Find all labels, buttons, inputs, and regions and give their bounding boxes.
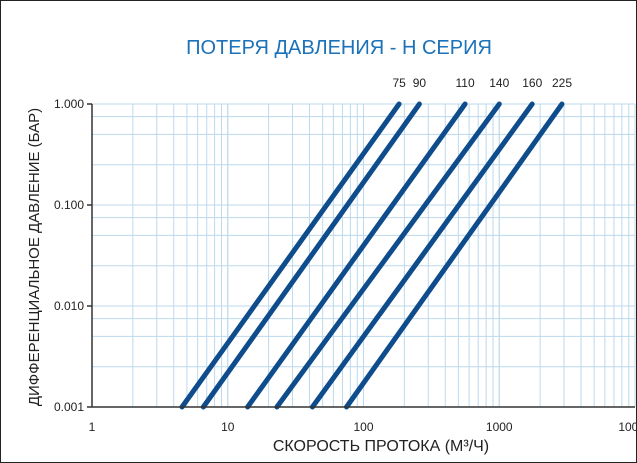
series-label-225: 225 — [552, 76, 572, 90]
x-tick-label: 100 — [353, 420, 373, 434]
y-tick-label: 0.100 — [54, 198, 84, 212]
y-tick-label: 0.010 — [54, 299, 84, 313]
y-axis-label: ДИФФЕРЕНЦИАЛЬНОЕ ДАВЛЕНИЕ (БАР) — [26, 108, 43, 406]
series-line-90 — [200, 101, 422, 410]
x-axis-label: СКОРОСТЬ ПРОТОКА (М³/Ч) — [273, 438, 489, 455]
series-line-140 — [274, 101, 502, 410]
series-line-160 — [309, 101, 535, 410]
y-tick-label: 1.000 — [54, 97, 84, 111]
series-labels: 75 90 110 140 160 225 — [392, 76, 572, 90]
series-label-140: 140 — [489, 76, 509, 90]
series-label-110: 110 — [455, 76, 474, 90]
x-tick-label: 1 — [89, 420, 96, 434]
series-label-160: 160 — [522, 76, 542, 90]
x-tick-label: 1000 — [486, 420, 513, 434]
chart-title: ПОТЕРЯ ДАВЛЕНИЯ - Н СЕРИЯ — [186, 37, 492, 59]
y-tick-label: 0.001 — [54, 400, 84, 414]
series-label-75: 75 — [392, 76, 406, 90]
series-line-225 — [344, 101, 565, 410]
series-lines — [179, 101, 565, 410]
series-line-75 — [179, 101, 402, 410]
axes — [87, 103, 635, 408]
series-line-110 — [245, 101, 468, 410]
x-tick-label: 10000 — [618, 420, 636, 434]
x-tick-label: 10 — [221, 420, 235, 434]
series-label-90: 90 — [413, 76, 427, 90]
tick-labels: 1 10 100 1000 10000 0.001 0.010 0.100 1.000 — [54, 97, 636, 434]
